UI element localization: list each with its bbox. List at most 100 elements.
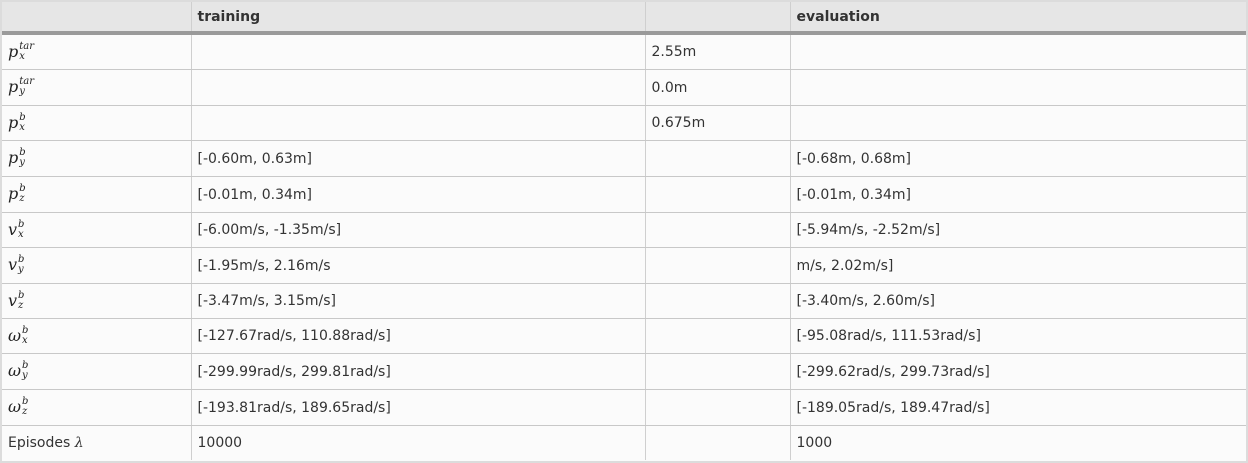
table-row: p b z [-0.01m, 0.34m] [-0.01m, 0.34m] [2, 176, 1246, 213]
symbol-base: p [8, 184, 19, 203]
episodes-shared [645, 425, 791, 460]
symbol-superscript: b [22, 360, 29, 371]
shared-value [645, 353, 791, 390]
header-row: training evaluation [2, 2, 1246, 35]
symbol-scripts: tar y [19, 77, 34, 97]
header-parameter [2, 2, 192, 35]
evaluation-value: [-95.08rad/s, 111.53rad/s] [790, 318, 1246, 354]
lambda-symbol: λ [74, 435, 84, 451]
shared-value [645, 247, 791, 284]
header-shared [645, 2, 791, 35]
evaluation-value: [-3.40m/s, 2.60m/s] [790, 283, 1246, 319]
symbol-subscript: y [19, 86, 25, 97]
symbol-base: p [8, 148, 19, 167]
table-row: p tar x 2.55m [2, 33, 1246, 70]
symbol-superscript: tar [19, 76, 35, 87]
shared-value [645, 283, 791, 319]
symbol-base: v [8, 255, 18, 274]
table-row: p tar y 0.0m [2, 69, 1246, 106]
header-training: training [191, 2, 646, 35]
training-value: [-193.81rad/s, 189.65rad/s] [191, 389, 646, 426]
symbol-subscript: x [19, 50, 25, 62]
header-evaluation: evaluation [790, 2, 1246, 35]
evaluation-value [790, 69, 1246, 106]
symbol-subscript: z [18, 299, 24, 311]
symbol-base: p [8, 41, 19, 61]
shared-value [645, 140, 791, 177]
symbol-base: v [8, 219, 18, 239]
symbol-subscript: y [18, 264, 24, 275]
shared-value [645, 176, 791, 213]
training-value [191, 33, 646, 70]
episodes-label: Episodes [8, 435, 71, 451]
evaluation-value: m/s, 2.02m/s] [790, 247, 1246, 284]
table-row: ω b x [-127.67rad/s, 110.88rad/s] [-95.08rad… [2, 318, 1246, 354]
symbol-subscript: x [18, 228, 24, 240]
shared-value [645, 389, 791, 426]
shared-value [645, 318, 791, 354]
symbol-superscript: b [19, 111, 26, 123]
training-value: [-0.01m, 0.34m] [191, 176, 646, 213]
table-row: p b x 0.675m [2, 105, 1246, 141]
training-value: [-3.47m/s, 3.15m/s] [191, 283, 646, 319]
symbol-base: v [8, 290, 18, 310]
shared-value: 2.55m [645, 33, 791, 70]
evaluation-value [790, 33, 1246, 70]
evaluation-value [790, 105, 1246, 141]
symbol-subscript: x [22, 334, 28, 346]
training-value: [-6.00m/s, -1.35m/s] [191, 212, 646, 248]
symbol-scripts: tar x [19, 40, 35, 62]
training-value [191, 105, 646, 141]
table-row: v b x [-6.00m/s, -1.35m/s] [-5.94m/s, -2.52m… [2, 212, 1246, 248]
evaluation-value: [-189.05rad/s, 189.47rad/s] [790, 389, 1246, 426]
evaluation-value: [-0.01m, 0.34m] [790, 176, 1246, 213]
symbol-base: ω [8, 361, 22, 380]
symbol-subscript: z [22, 406, 28, 417]
parameter-symbol: p tar x [8, 40, 35, 63]
evaluation-value: [-0.68m, 0.68m] [790, 140, 1246, 177]
table-row: v b y [-1.95m/s, 2.16m/s m/s, 2.02m/s] [2, 247, 1246, 284]
episodes-training: 10000 [191, 425, 646, 460]
symbol-superscript: b [19, 147, 26, 158]
episodes-evaluation: 1000 [796, 435, 833, 451]
symbol-superscript: b [18, 254, 25, 265]
evaluation-value: [-5.94m/s, -2.52m/s] [790, 212, 1246, 248]
table-row: p b y [-0.60m, 0.63m] [-0.68m, 0.68m] [2, 140, 1246, 177]
evaluation-value: [-299.62rad/s, 299.73rad/s] [790, 353, 1246, 390]
symbol-subscript: z [19, 193, 25, 204]
symbol-superscript: tar [19, 40, 35, 52]
training-value: [-299.99rad/s, 299.81rad/s] [191, 353, 646, 390]
table-row: ω b z [-193.81rad/s, 189.65rad/s] [-189.05ra… [2, 389, 1246, 426]
episodes-label-cell: Episodes λ [2, 425, 192, 460]
training-value: [-0.60m, 0.63m] [191, 140, 646, 177]
symbol-base: ω [8, 325, 22, 345]
shared-value: 0.0m [645, 69, 791, 106]
symbol-superscript: b [22, 324, 29, 336]
